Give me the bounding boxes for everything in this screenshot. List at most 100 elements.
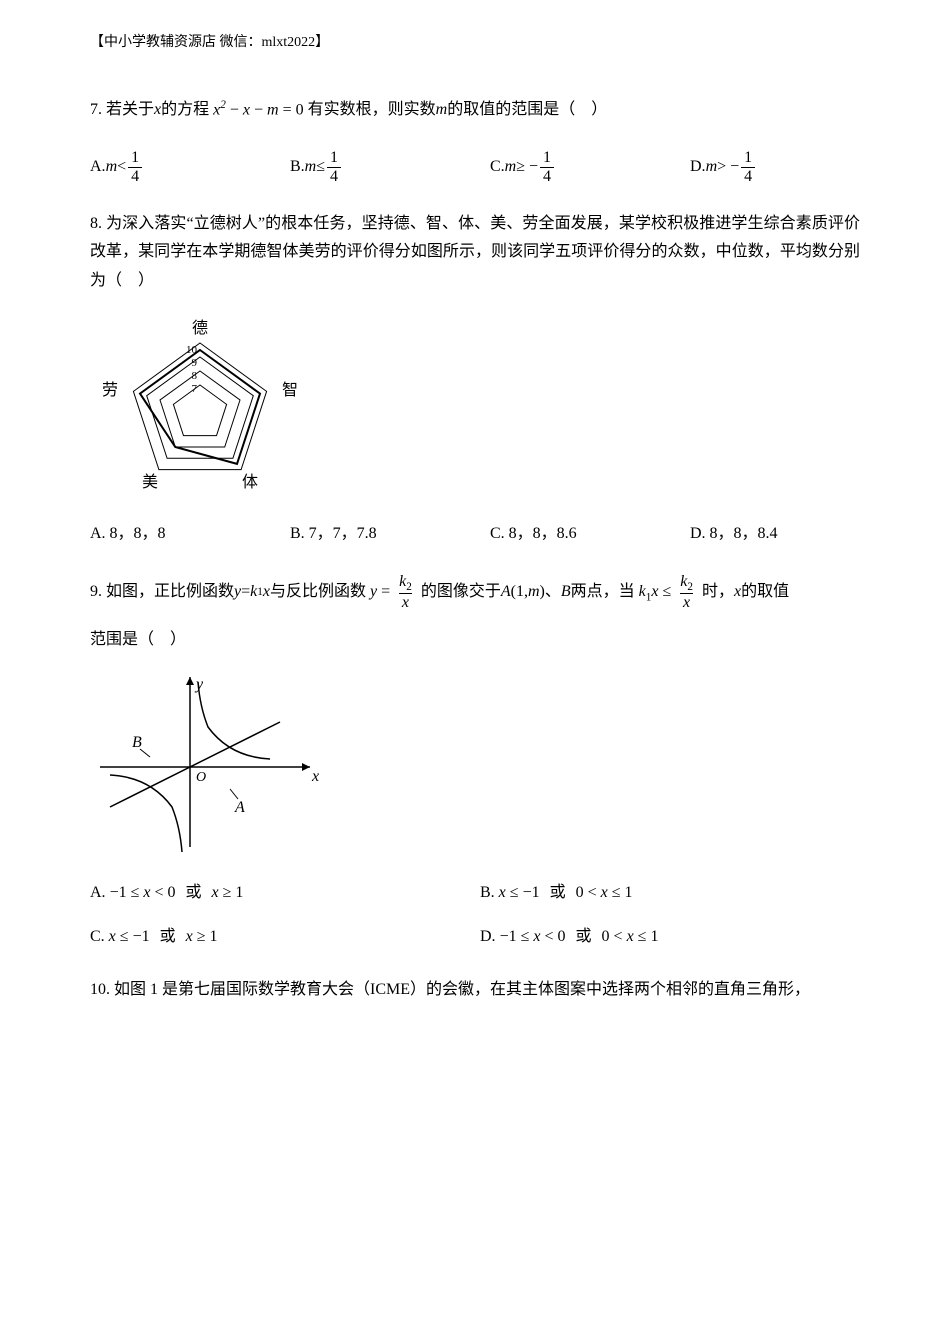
q9-options-row2: C. x ≤ −1 或 x ≥ 1 D. −1 ≤ x < 0 或 0 < x … xyxy=(90,923,860,952)
x1b: x xyxy=(651,583,658,600)
y: y xyxy=(234,578,241,607)
x: x xyxy=(212,884,219,901)
radar-label-zhi: 智 xyxy=(282,381,298,399)
opt-rel: ≥ − xyxy=(516,153,538,182)
or: 或 xyxy=(186,884,202,901)
header-watermark: 【中小学教辅资源店 微信：mlxt2022】 xyxy=(90,30,860,55)
scale-10: 10 xyxy=(186,344,198,356)
mA: m xyxy=(528,578,540,607)
radar-label-ti: 体 xyxy=(242,473,258,491)
e: ≤ 1 xyxy=(634,928,659,945)
opt-rel: < xyxy=(117,153,126,182)
fraction: 1 4 xyxy=(128,149,142,185)
rel: ≤ xyxy=(662,583,675,600)
A: A xyxy=(501,578,511,607)
q7-var-m: m xyxy=(436,96,448,125)
fraction: 1 4 xyxy=(540,149,554,185)
lbl: D. xyxy=(480,928,500,945)
eq-minus2: − xyxy=(250,102,267,119)
q7-options: A. m < 1 4 B. m ≤ 1 4 C. m xyxy=(90,149,860,185)
fraction-k2x-b: k2 x xyxy=(677,573,696,612)
question-7: 7. 若关于 x 的方程 x2 − x − m = 0 有实数根，则实数 m 的… xyxy=(90,95,860,185)
opt-m: m xyxy=(505,153,517,182)
sub2: 2 xyxy=(406,581,412,593)
q8-radar-chart: 德 智 体 美 劳 10 9 8 7 xyxy=(90,308,860,508)
den: x xyxy=(680,593,693,612)
x: x xyxy=(601,884,608,901)
e: < 0 xyxy=(540,928,565,945)
question-10: 10. 如图 1 是第七届国际数学教育大会（ ICME ）的会徽，在其主体图案中… xyxy=(90,976,860,1005)
point-b-label: B xyxy=(132,734,142,751)
scale-8: 8 xyxy=(192,370,198,382)
opt-rel: > − xyxy=(717,153,739,182)
frac-num: 1 xyxy=(327,149,341,167)
fraction-k2x: k2 x xyxy=(396,573,415,612)
axis-y-label: y xyxy=(194,676,204,693)
q8-stem: 8. 为深入落实“立德树人”的根本任务，坚持德、智、体、美、劳全面发展，某学校积… xyxy=(90,210,860,296)
q7-equation: x2 − x − m = 0 xyxy=(213,95,303,125)
eq-x2: x xyxy=(243,102,250,119)
inequality: k1x ≤ k2 x xyxy=(639,573,698,612)
t: 的取值 xyxy=(741,578,789,607)
point-a-label: A xyxy=(234,799,245,816)
fraction: 1 4 xyxy=(741,149,755,185)
q8-option-d: D. 8，8，8.4 xyxy=(690,520,860,549)
q8-option-b: B. 7，7，7.8 xyxy=(290,520,490,549)
e: ≤ −1 xyxy=(506,884,540,901)
q9-option-b: B. x ≤ −1 或 0 < x ≤ 1 xyxy=(480,879,860,908)
e: ≥ 1 xyxy=(193,928,218,945)
t: 与反比例函数 xyxy=(270,578,366,607)
radar-label-lao: 劳 xyxy=(102,381,118,399)
t: ）的会徽，在其主体图案中选择两个相邻的直角三角形， xyxy=(410,976,810,1005)
k: k xyxy=(250,578,257,607)
q7-option-a: A. m < 1 4 xyxy=(90,149,290,185)
q9-option-a: A. −1 ≤ x < 0 或 x ≥ 1 xyxy=(90,879,480,908)
eq2: = xyxy=(381,583,394,600)
t: 两点，当 xyxy=(571,578,635,607)
q8-option-c: C. 8，8，8.6 xyxy=(490,520,690,549)
e: ≥ 1 xyxy=(219,884,244,901)
radar-label-mei: 美 xyxy=(142,473,158,491)
lbl: C. xyxy=(90,928,109,945)
x: x xyxy=(186,928,193,945)
x: x xyxy=(627,928,634,945)
q7-option-c: C. m ≥ − 1 4 xyxy=(490,149,690,185)
opt-label: A. xyxy=(90,153,106,182)
t: 、 xyxy=(545,578,561,607)
origin-label: O xyxy=(196,770,206,785)
t: 9. 如图，正比例函数 xyxy=(90,578,234,607)
scale-9: 9 xyxy=(192,357,198,369)
q7-option-b: B. m ≤ 1 4 xyxy=(290,149,490,185)
eq-eq0: = 0 xyxy=(279,102,304,119)
or: 或 xyxy=(576,928,592,945)
opt-label: D. xyxy=(690,153,706,182)
eq: = xyxy=(241,578,250,607)
sub2b: 2 xyxy=(687,581,693,593)
icme: ICME xyxy=(370,976,410,1005)
e: ≤ 1 xyxy=(608,884,633,901)
opt-m: m xyxy=(706,153,718,182)
axis-x-label: x xyxy=(311,768,319,785)
lbl: A. xyxy=(90,884,110,901)
e: 0 < xyxy=(576,884,601,901)
q7-text: 的取值的范围是（ ） xyxy=(447,96,607,125)
q9-graph: y x O B A xyxy=(90,667,860,867)
k1b: k xyxy=(639,583,646,600)
q8-options: A. 8，8，8 B. 7，7，7.8 C. 8，8，8.6 D. 8，8，8.… xyxy=(90,520,860,549)
num: k2 xyxy=(677,573,696,594)
opt-label: C. xyxy=(490,153,505,182)
frac-den: 4 xyxy=(540,167,554,186)
e: 0 < xyxy=(602,928,627,945)
eq-minus: − xyxy=(226,102,243,119)
q7-var-x: x xyxy=(154,96,161,125)
x: x xyxy=(109,928,116,945)
t: 10. 如图 1 是第七届国际数学教育大会（ xyxy=(90,976,370,1005)
q9-stem-line2: 范围是（ ） xyxy=(90,626,860,655)
frac-num: 1 xyxy=(540,149,554,167)
opt-rel: ≤ xyxy=(316,153,325,182)
q9-option-d: D. −1 ≤ x < 0 或 0 < x ≤ 1 xyxy=(480,923,860,952)
e: −1 ≤ xyxy=(500,928,534,945)
opt-m: m xyxy=(305,153,317,182)
e: −1 ≤ xyxy=(110,884,144,901)
q7-stem: 7. 若关于 x 的方程 x2 − x − m = 0 有实数根，则实数 m 的… xyxy=(90,95,860,125)
